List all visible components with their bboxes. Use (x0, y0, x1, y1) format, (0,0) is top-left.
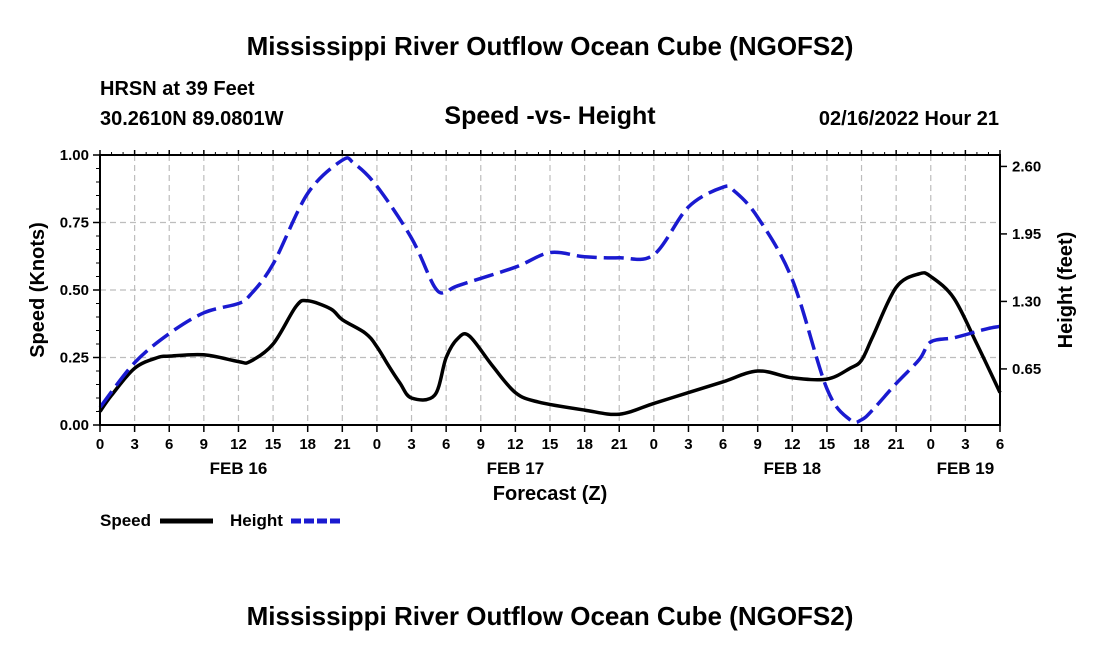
y-tick-label: 0.00 (60, 417, 89, 434)
legend: Speed Height (100, 511, 343, 530)
x-tick-label: 6 (719, 436, 727, 453)
date-label-x: FEB 17 (487, 459, 545, 478)
location-label: 30.2610N 89.0801W (100, 108, 284, 130)
x-axis-label: Forecast (Z) (493, 483, 607, 505)
y-tick-label: 0.50 (60, 282, 89, 299)
x-tick-label: 6 (996, 436, 1004, 453)
x-tick-label: 21 (334, 436, 351, 453)
y-tick-label: 0.25 (60, 350, 89, 367)
x-tick-label: 12 (784, 436, 801, 453)
x-tick-label: 21 (611, 436, 628, 453)
series-line-height (98, 156, 1001, 425)
x-tick-label: 9 (477, 436, 485, 453)
grid (100, 155, 1000, 425)
y2-tick-label: 2.60 (1012, 158, 1041, 175)
x-tick-label: 0 (927, 436, 935, 453)
y2-tick-label: 1.95 (1012, 226, 1041, 243)
x-tick-label: 18 (576, 436, 593, 453)
footer-title: Mississippi River Outflow Ocean Cube (NG… (247, 601, 854, 631)
x-tick-label: 6 (442, 436, 450, 453)
date-label: 02/16/2022 Hour 21 (819, 108, 999, 130)
series-line-speed (98, 271, 1002, 417)
date-label-x: FEB 16 (210, 459, 268, 478)
y2-tick-label: 1.30 (1012, 293, 1041, 310)
x-tick-label: 12 (507, 436, 524, 453)
y2-axis-label: Height (feet) (1055, 232, 1077, 349)
legend-height-label: Height (230, 511, 283, 530)
y-axis-label: Speed (Knots) (27, 222, 49, 358)
x-tick-label: 0 (373, 436, 381, 453)
x-tick-label: 9 (200, 436, 208, 453)
x-tick-label: 21 (888, 436, 905, 453)
x-tick-label: 3 (130, 436, 138, 453)
date-label-x: FEB 18 (763, 459, 821, 478)
x-tick-label: 18 (299, 436, 316, 453)
x-tick-label: 15 (265, 436, 282, 453)
series-layer (98, 156, 1002, 425)
x-tick-label: 3 (684, 436, 692, 453)
x-tick-label: 3 (961, 436, 969, 453)
x-tick-label: 3 (407, 436, 415, 453)
x-tick-label: 15 (542, 436, 559, 453)
x-tick-label: 0 (650, 436, 658, 453)
legend-speed-label: Speed (100, 511, 151, 530)
chart-title: Mississippi River Outflow Ocean Cube (NG… (247, 31, 854, 61)
x-tick-label: 12 (230, 436, 247, 453)
axes: 0 3 6 9 12 15 18 21 0 3 6 9 12 15 18 21 0 3 6 9 12 15 18 21 0 3 6F… (60, 147, 1041, 478)
x-tick-label: 9 (754, 436, 762, 453)
x-tick-label: 18 (853, 436, 870, 453)
y-tick-label: 0.75 (60, 215, 89, 232)
chart-subtitle: Speed -vs- Height (444, 102, 656, 130)
y-tick-label: 1.00 (60, 147, 89, 164)
x-tick-label: 15 (819, 436, 836, 453)
station-label: HRSN at 39 Feet (100, 78, 255, 100)
date-label-x: FEB 19 (937, 459, 995, 478)
y2-tick-label: 0.65 (1012, 361, 1041, 378)
x-tick-label: 6 (165, 436, 173, 453)
x-tick-label: 0 (96, 436, 104, 453)
